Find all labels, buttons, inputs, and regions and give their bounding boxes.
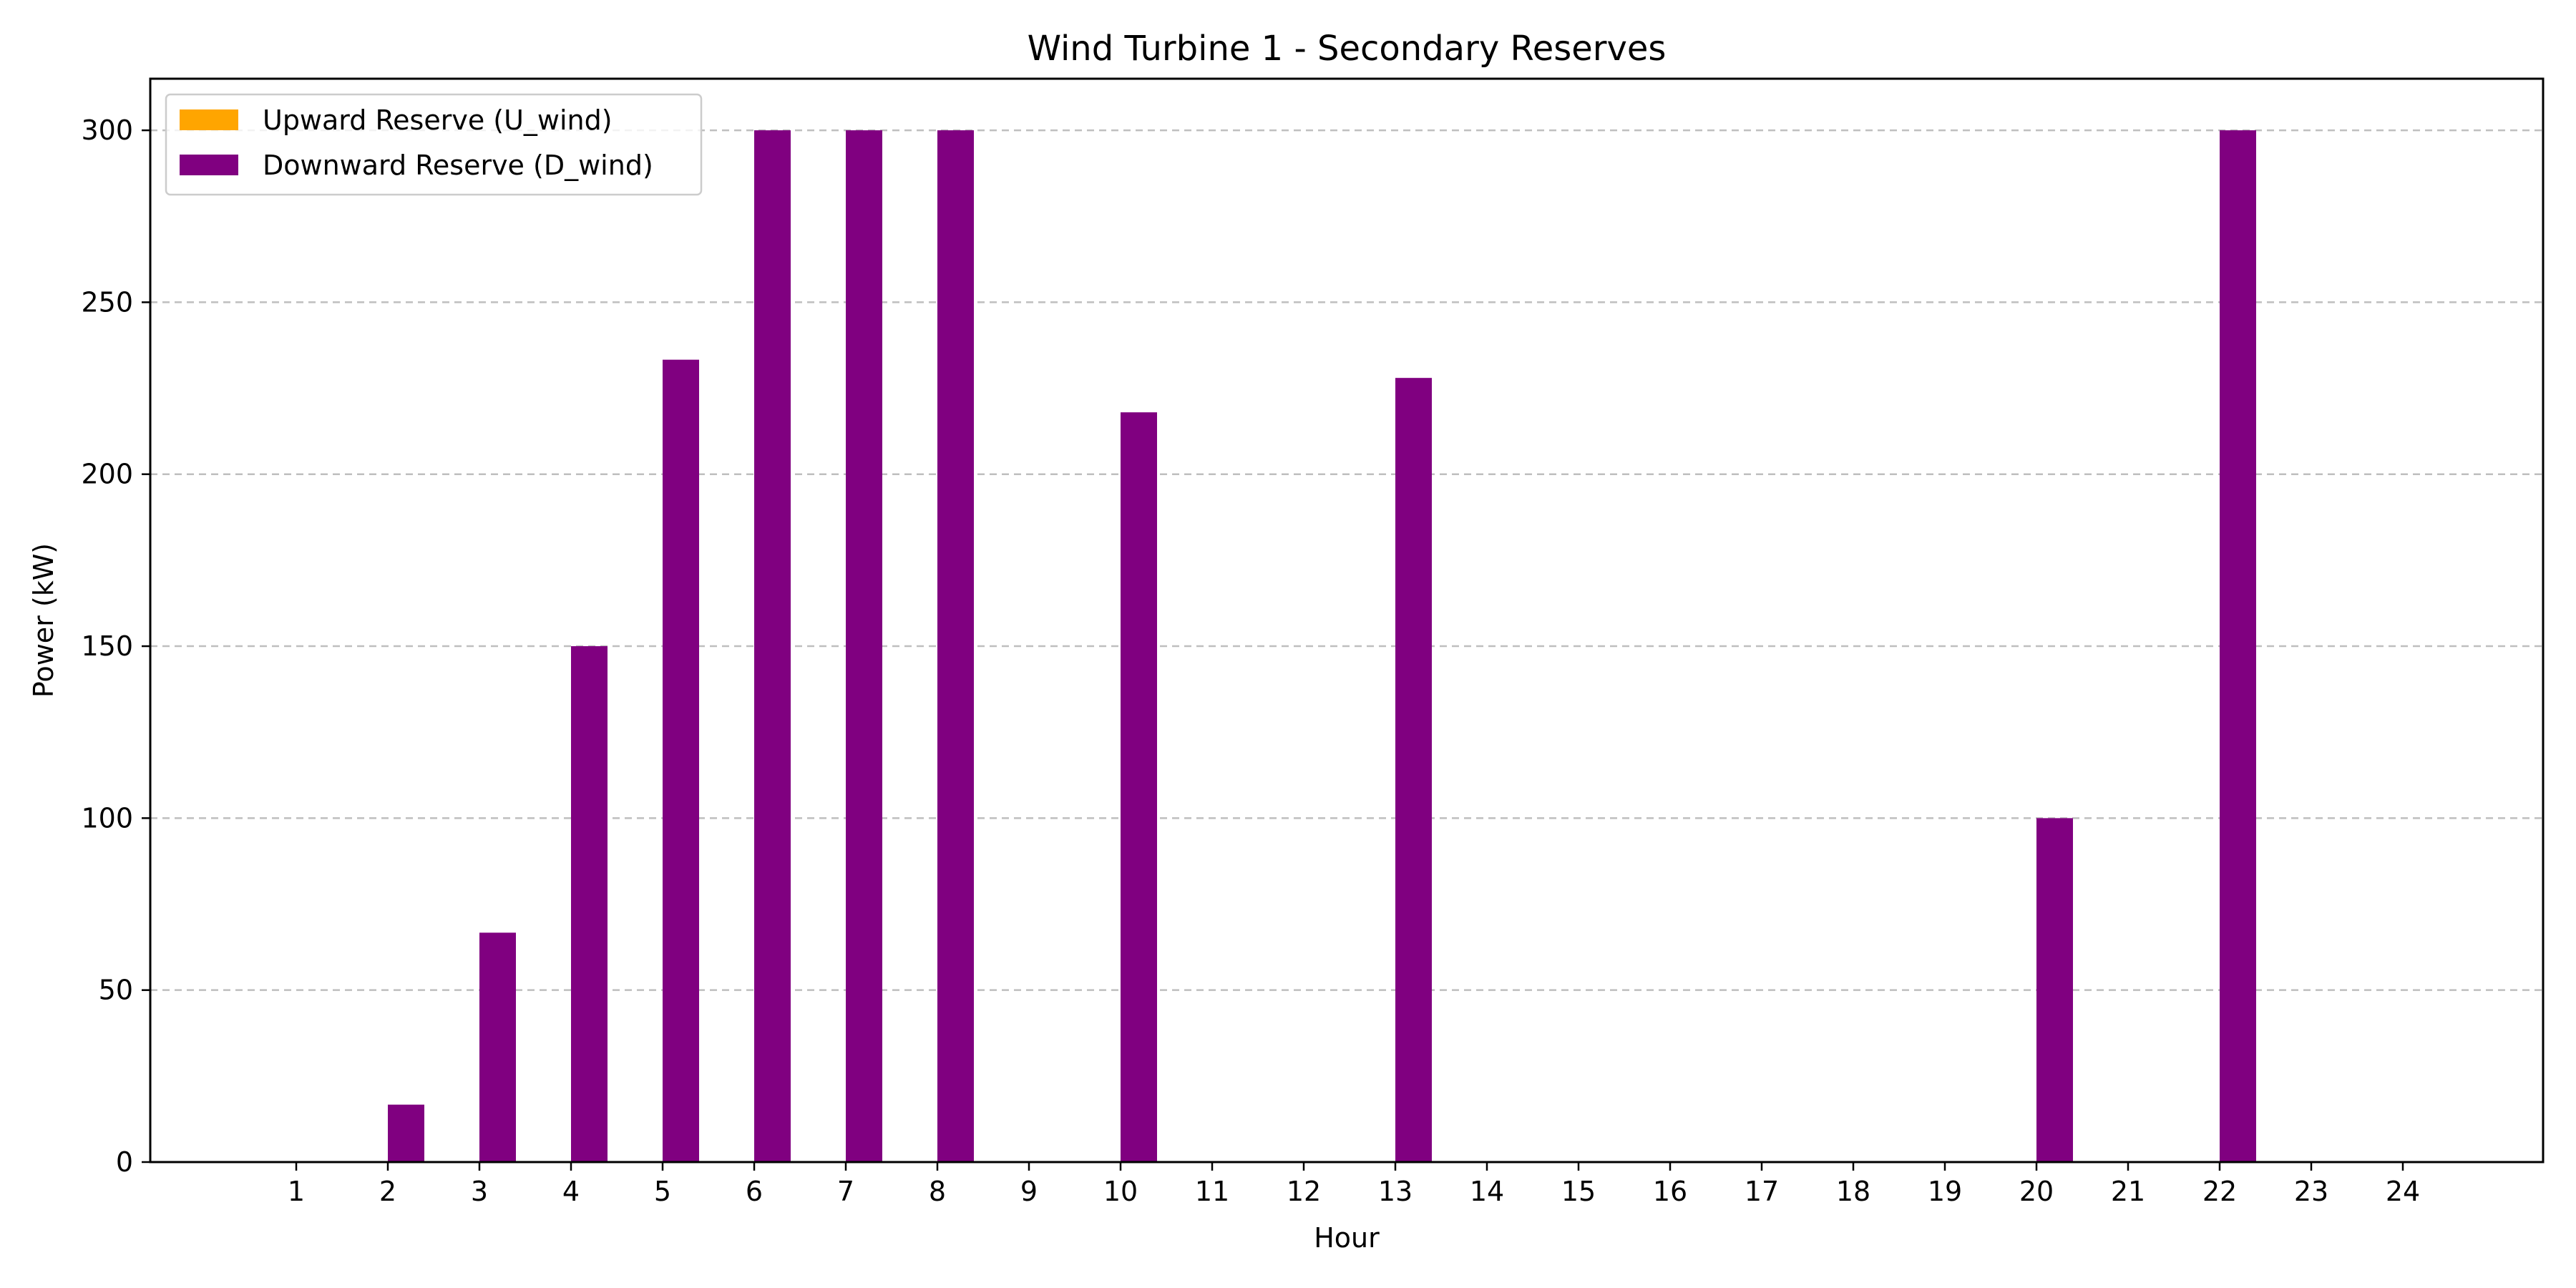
x-tick-label: 15 xyxy=(1561,1176,1596,1207)
x-tick-label: 10 xyxy=(1103,1176,1138,1207)
bar-downward-hour-8 xyxy=(937,130,974,1163)
legend-swatch-downward xyxy=(180,155,238,175)
x-tick-label: 21 xyxy=(2111,1176,2145,1207)
x-tick-label: 1 xyxy=(288,1176,305,1207)
x-tick-label: 11 xyxy=(1195,1176,1229,1207)
y-tick-label: 300 xyxy=(81,114,133,146)
y-tick-label: 250 xyxy=(81,286,133,318)
x-tick-label: 14 xyxy=(1470,1176,1504,1207)
x-tick-label: 24 xyxy=(2386,1176,2420,1207)
x-tick-label: 4 xyxy=(562,1176,580,1207)
x-tick-label: 2 xyxy=(379,1176,396,1207)
x-tick-label: 7 xyxy=(837,1176,854,1207)
x-tick-label: 16 xyxy=(1653,1176,1687,1207)
x-axis: 1 2 3 4 5 6 7 8 9 10 11 12 13 14 15 16 17 18 19 20 21 22 23 24 xyxy=(288,1162,2420,1207)
chart-title: Wind Turbine 1 - Secondary Reserves xyxy=(1028,29,1667,69)
x-tick-label: 18 xyxy=(1836,1176,1870,1207)
y-tick-label: 150 xyxy=(81,630,133,662)
legend-label-upward: Upward Reserve (U_wind) xyxy=(263,104,613,136)
legend-label-downward: Downward Reserve (D_wind) xyxy=(263,150,653,181)
bar-downward-hour-10 xyxy=(1121,412,1157,1163)
legend-swatch-upward xyxy=(180,109,238,130)
y-tick-label: 0 xyxy=(116,1146,133,1178)
plot-frame xyxy=(149,77,2545,1163)
bar-downward-hour-5 xyxy=(663,359,699,1163)
legend-box xyxy=(165,93,703,196)
bar-downward-hour-22 xyxy=(2220,130,2256,1163)
x-tick-label: 22 xyxy=(2202,1176,2237,1207)
x-tick-label: 9 xyxy=(1020,1176,1038,1207)
x-tick-label: 17 xyxy=(1745,1176,1779,1207)
y-axis: 0 50 100 150 200 250 300 xyxy=(81,114,150,1178)
x-tick-label: 5 xyxy=(654,1176,671,1207)
x-tick-label: 20 xyxy=(2019,1176,2054,1207)
x-tick-label: 3 xyxy=(471,1176,488,1207)
grid-layer xyxy=(150,129,2543,991)
bar-downward-hour-7 xyxy=(846,130,882,1163)
y-axis-label: Power (kW) xyxy=(28,543,59,698)
y-tick-label: 100 xyxy=(81,802,133,834)
y-tick-label: 200 xyxy=(81,459,133,490)
legend: Upward Reserve (U_wind) Downward Reserve… xyxy=(165,93,703,196)
x-axis-label: Hour xyxy=(1314,1222,1380,1254)
bars-layer xyxy=(388,130,2256,1163)
x-tick-label: 19 xyxy=(1928,1176,1962,1207)
x-tick-label: 8 xyxy=(929,1176,946,1207)
x-tick-label: 23 xyxy=(2294,1176,2328,1207)
bar-downward-hour-20 xyxy=(2036,818,2073,1162)
x-tick-label: 13 xyxy=(1378,1176,1413,1207)
bar-downward-hour-4 xyxy=(571,646,608,1162)
bar-downward-hour-2 xyxy=(388,1104,424,1162)
x-tick-label: 12 xyxy=(1287,1176,1321,1207)
bar-downward-hour-6 xyxy=(754,130,791,1163)
bar-downward-hour-3 xyxy=(479,932,516,1162)
x-tick-label: 6 xyxy=(746,1176,763,1207)
bar-downward-hour-13 xyxy=(1395,378,1432,1163)
y-tick-label: 50 xyxy=(99,975,133,1006)
